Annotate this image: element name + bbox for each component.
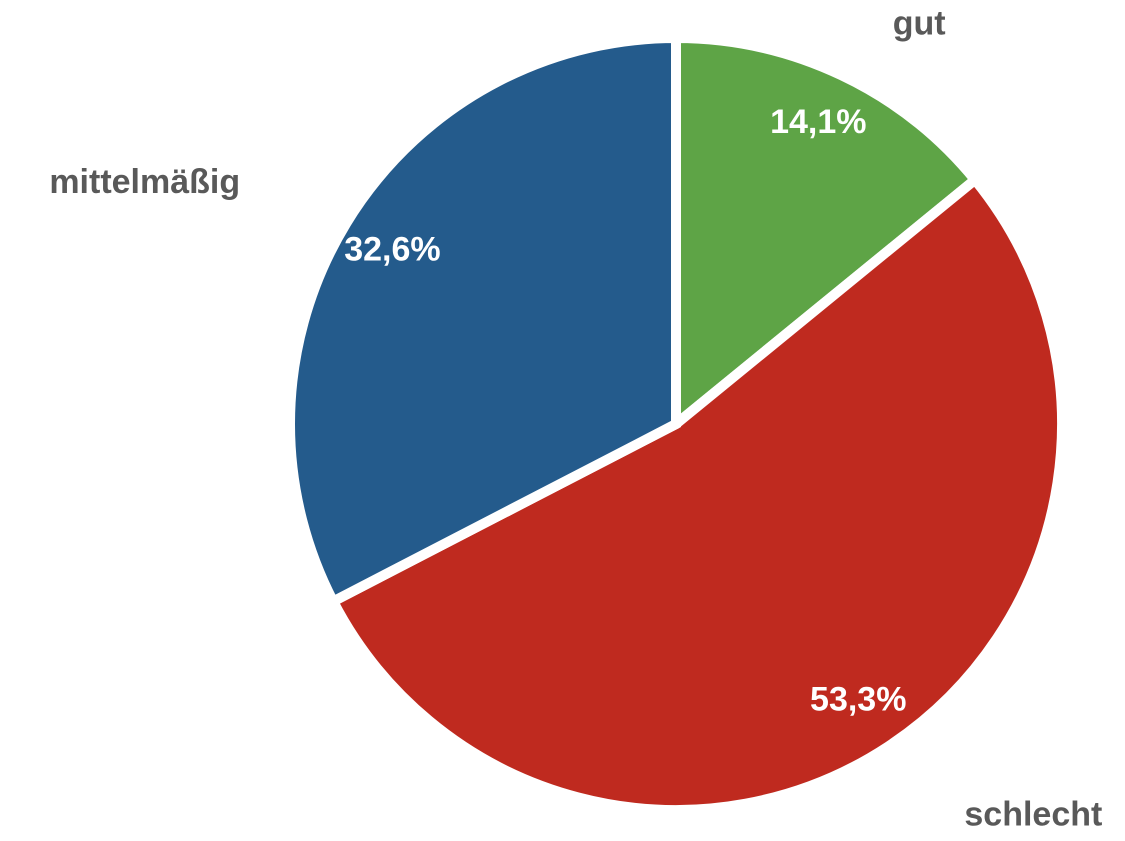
value-label: 32,6% xyxy=(344,230,440,268)
pie-slice xyxy=(285,32,681,609)
pie-slice xyxy=(326,172,1067,815)
category-label: schlecht xyxy=(964,796,1102,834)
value-label: 14,1% xyxy=(770,103,866,141)
category-label: gut xyxy=(893,4,946,42)
value-label: 53,3% xyxy=(810,680,906,718)
category-label: mittelmäßig xyxy=(49,163,240,201)
pie-slice xyxy=(671,32,982,435)
